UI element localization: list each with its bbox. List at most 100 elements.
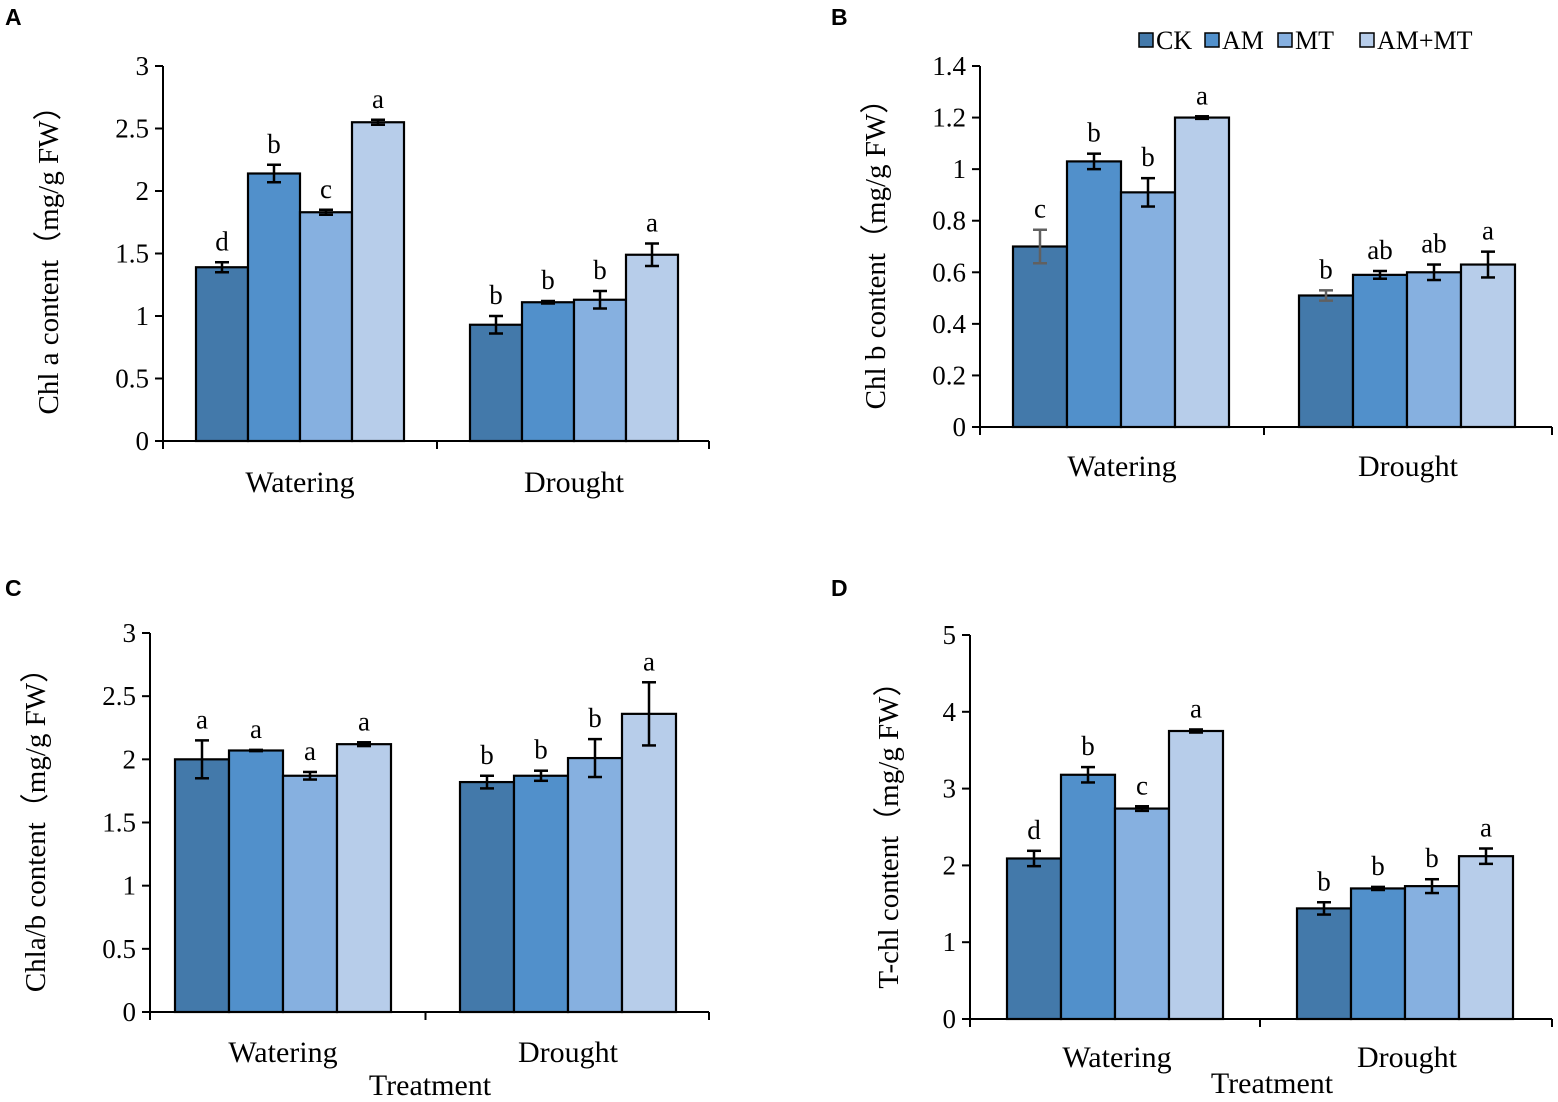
- legend-swatch-ck: [1138, 32, 1154, 48]
- panel-letter: C: [5, 575, 22, 601]
- bar-am-mt-watering: [335, 743, 393, 1014]
- significance-letter: d: [215, 226, 229, 256]
- bar-am-drought: [1351, 273, 1409, 429]
- x-category-label: Watering: [1067, 450, 1176, 483]
- y-axis-label: Chl b content（mg/g FW）: [860, 85, 892, 410]
- bar-am-drought: [512, 774, 570, 1014]
- chart-panel-b: B 0 0.2 0.4 0.6 0.8 1 1.2 1.4 Chl b content（mg/g …: [831, 4, 1553, 483]
- bar-mt-watering: [298, 211, 354, 443]
- significance-letter: a: [1480, 813, 1492, 843]
- legend-label: MT: [1295, 26, 1334, 55]
- bar-am-drought: [1349, 887, 1407, 1021]
- panel-letter: A: [5, 4, 22, 30]
- significance-letter: c: [320, 174, 332, 204]
- significance-letter: b: [489, 280, 503, 310]
- y-tick-label: 1: [136, 301, 150, 331]
- significance-letter: ab: [1421, 229, 1446, 259]
- bar-ck-watering: [1011, 245, 1069, 429]
- bar-ck-watering: [173, 758, 231, 1014]
- bar-ck-drought: [458, 780, 516, 1014]
- legend: CK AM MT AM+MT: [1138, 26, 1473, 55]
- x-category-label: Drought: [524, 466, 625, 499]
- y-tick-label: 2: [943, 850, 957, 880]
- y-tick-label: 1.5: [115, 239, 149, 269]
- y-axis-label: T-chl content（mg/g FW）: [873, 667, 905, 988]
- significance-letter: a: [643, 646, 655, 676]
- y-tick-label: 0.6: [932, 257, 966, 287]
- significance-letter: a: [250, 714, 262, 744]
- y-tick-label: 0.2: [932, 360, 966, 390]
- significance-letter: c: [1034, 194, 1046, 224]
- y-tick-label: 2.5: [115, 114, 149, 144]
- panel-letter: D: [831, 575, 848, 601]
- bar-ck-drought: [1297, 294, 1355, 429]
- y-tick-label: 0.8: [932, 206, 966, 236]
- bar-ck-drought: [468, 323, 524, 443]
- y-tick-label: 1: [953, 154, 967, 184]
- significance-letter: b: [1317, 866, 1331, 896]
- bar-am-watering: [1059, 773, 1117, 1021]
- x-axis-title: Treatment: [1211, 1067, 1334, 1100]
- significance-letter: b: [1425, 843, 1439, 873]
- y-tick-label: 3: [123, 618, 137, 648]
- y-tick-label: 2: [136, 176, 150, 206]
- bar-mt-drought: [1403, 885, 1461, 1021]
- bar-am-drought: [520, 301, 576, 443]
- panel-letter: B: [831, 4, 848, 30]
- y-tick-label: 0: [136, 426, 150, 456]
- legend-swatch-mt: [1277, 32, 1293, 48]
- significance-letter: b: [267, 129, 281, 159]
- x-axis-title: Treatment: [369, 1069, 492, 1102]
- significance-letter: c: [1136, 770, 1148, 800]
- y-tick-label: 1: [943, 927, 957, 957]
- y-tick-label: 0: [123, 997, 137, 1027]
- bar-am-mt-watering: [1173, 116, 1231, 429]
- bar-am-mt-drought: [620, 712, 678, 1014]
- significance-letter: b: [588, 703, 602, 733]
- x-category-label: Watering: [228, 1036, 337, 1069]
- bar-am-mt-drought: [624, 253, 680, 443]
- significance-letter: b: [534, 735, 548, 765]
- bar-mt-drought: [1405, 271, 1463, 429]
- y-tick-label: 0: [953, 412, 967, 442]
- y-tick-label: 1: [123, 871, 137, 901]
- legend-swatch-am-mt: [1359, 32, 1375, 48]
- significance-letter: b: [593, 255, 607, 285]
- significance-letter: a: [646, 208, 658, 238]
- y-tick-label: 2: [123, 744, 137, 774]
- bar-ck-drought: [1295, 907, 1353, 1021]
- bar-am-mt-drought: [1457, 855, 1515, 1021]
- y-axis-label: Chl a content（mg/g FW）: [33, 92, 65, 415]
- x-category-label: Drought: [1357, 1041, 1458, 1074]
- significance-letter: a: [372, 84, 384, 114]
- bar-mt-drought: [566, 756, 624, 1014]
- chart-panel-a: A 0 0.5 1 1.5 2 2.5 3 Chl a content（mg/g FW） Wate…: [5, 4, 710, 499]
- significance-letter: b: [541, 265, 555, 295]
- bar-ck-watering: [194, 266, 250, 443]
- x-category-label: Drought: [1358, 450, 1459, 483]
- significance-letter: ab: [1367, 235, 1392, 265]
- y-tick-label: 4: [943, 697, 957, 727]
- bar-mt-watering: [1113, 807, 1171, 1021]
- y-tick-label: 3: [136, 51, 150, 81]
- legend-label: CK: [1156, 26, 1192, 55]
- significance-letter: a: [1196, 80, 1208, 110]
- y-tick-label: 1.5: [102, 808, 136, 838]
- bar-am-watering: [1065, 160, 1123, 429]
- chart-panel-c: C 0 0.5 1 1.5 2 2.5 3 Chla/b content（mg/g FW） Wat…: [5, 575, 710, 1102]
- significance-letter: b: [1087, 118, 1101, 148]
- bar-ck-watering: [1005, 857, 1063, 1021]
- y-tick-label: 2.5: [102, 681, 136, 711]
- legend-label: AM: [1222, 26, 1264, 55]
- significance-letter: a: [196, 704, 208, 734]
- bar-am-mt-drought: [1459, 263, 1517, 429]
- significance-letter: b: [480, 740, 494, 770]
- bar-am-watering: [246, 172, 302, 443]
- significance-letter: b: [1081, 731, 1095, 761]
- x-category-label: Watering: [245, 466, 354, 499]
- x-category-label: Watering: [1062, 1041, 1171, 1074]
- bar-am-mt-watering: [1167, 729, 1225, 1021]
- significance-letter: b: [1371, 851, 1385, 881]
- y-tick-label: 0.5: [102, 934, 136, 964]
- legend-label: AM+MT: [1377, 26, 1473, 55]
